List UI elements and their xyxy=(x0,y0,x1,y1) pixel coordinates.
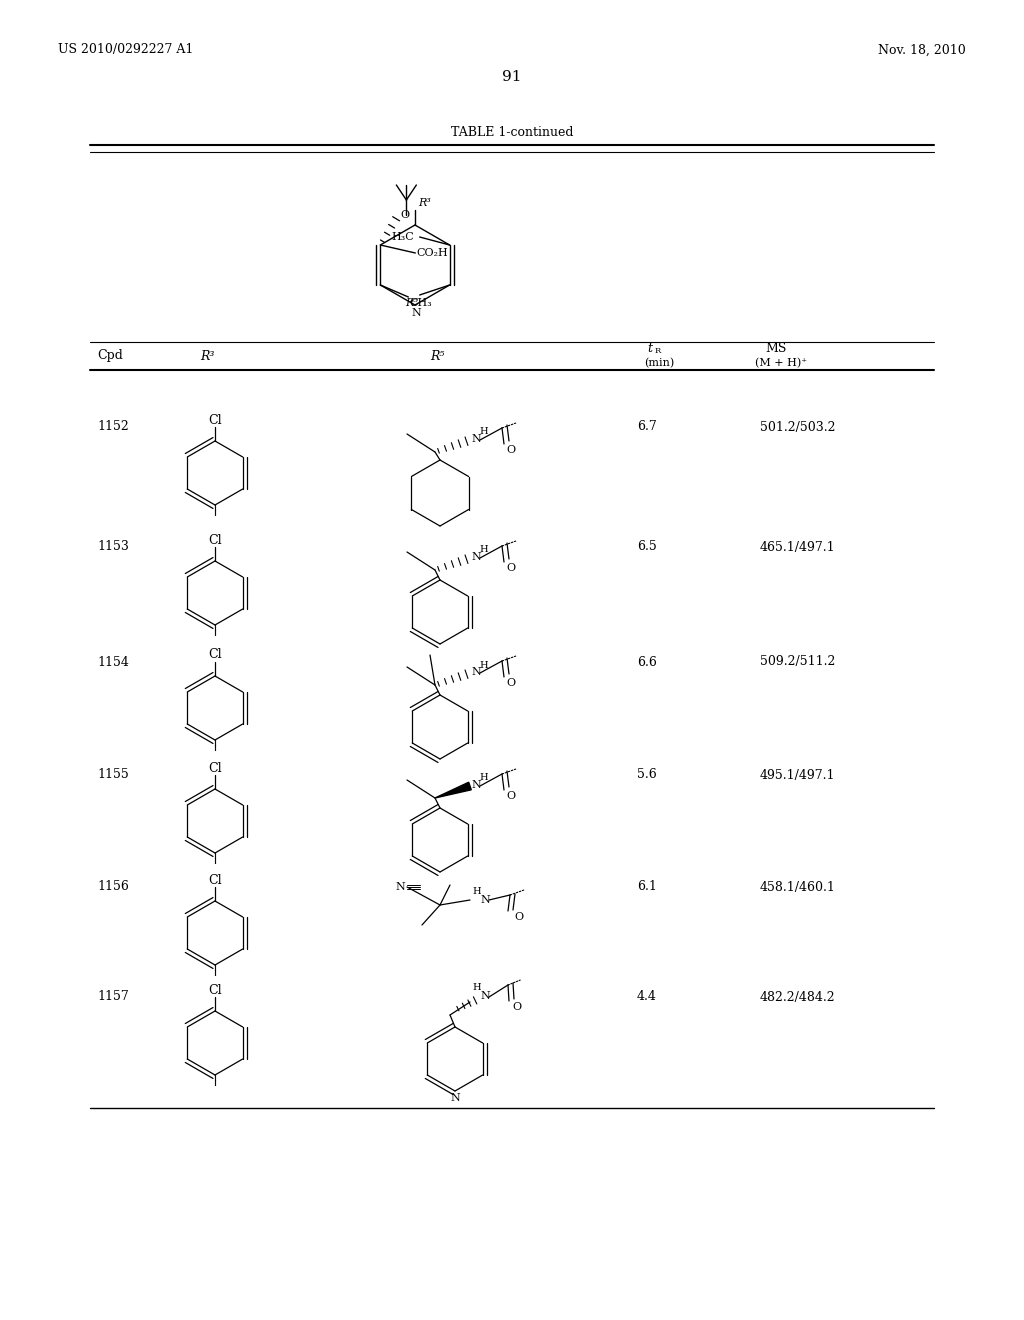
Text: R³: R³ xyxy=(200,350,214,363)
Text: 465.1/497.1: 465.1/497.1 xyxy=(760,540,836,553)
Text: 6.7: 6.7 xyxy=(637,421,656,433)
Text: 458.1/460.1: 458.1/460.1 xyxy=(760,880,836,894)
Text: Cpd: Cpd xyxy=(97,350,123,363)
Text: N: N xyxy=(471,667,480,677)
Text: O: O xyxy=(506,678,515,688)
Text: US 2010/0292227 A1: US 2010/0292227 A1 xyxy=(58,44,194,57)
Text: Cl: Cl xyxy=(208,533,221,546)
Text: N: N xyxy=(395,882,404,892)
Text: 1156: 1156 xyxy=(97,880,129,894)
Text: R: R xyxy=(655,347,662,355)
Text: H: H xyxy=(479,774,487,783)
Text: O: O xyxy=(514,912,523,921)
Text: Nov. 18, 2010: Nov. 18, 2010 xyxy=(879,44,966,57)
Text: TABLE 1-continued: TABLE 1-continued xyxy=(451,127,573,140)
Text: 6.1: 6.1 xyxy=(637,880,657,894)
Text: H: H xyxy=(472,887,480,896)
Text: 1157: 1157 xyxy=(97,990,129,1003)
Text: R⁵: R⁵ xyxy=(406,298,419,308)
Text: 509.2/511.2: 509.2/511.2 xyxy=(760,656,836,668)
Text: N: N xyxy=(471,552,480,562)
Text: N: N xyxy=(471,780,480,789)
Text: 495.1/497.1: 495.1/497.1 xyxy=(760,768,836,781)
Text: (M + H)⁺: (M + H)⁺ xyxy=(755,358,807,368)
Text: 1154: 1154 xyxy=(97,656,129,668)
Text: Cl: Cl xyxy=(208,413,221,426)
Text: H: H xyxy=(479,428,487,437)
Text: O: O xyxy=(512,1002,521,1012)
Text: N: N xyxy=(471,434,480,444)
Text: N: N xyxy=(480,895,489,906)
Text: N: N xyxy=(450,1093,460,1104)
Text: 6.6: 6.6 xyxy=(637,656,657,668)
Text: R⁵: R⁵ xyxy=(430,350,444,363)
Text: t: t xyxy=(647,342,652,355)
Text: H: H xyxy=(479,545,487,554)
Text: Cl: Cl xyxy=(208,762,221,775)
Text: R³: R³ xyxy=(418,198,431,209)
Text: 482.2/484.2: 482.2/484.2 xyxy=(760,990,836,1003)
Text: 1152: 1152 xyxy=(97,421,129,433)
Text: 91: 91 xyxy=(502,70,522,84)
Text: O: O xyxy=(400,210,410,220)
Text: 6.5: 6.5 xyxy=(637,540,656,553)
Text: 5.6: 5.6 xyxy=(637,768,656,781)
Text: MS: MS xyxy=(765,342,786,355)
Text: CH₃: CH₃ xyxy=(410,298,432,308)
Text: O: O xyxy=(506,791,515,801)
Text: O: O xyxy=(506,445,515,455)
Polygon shape xyxy=(435,783,471,799)
Text: N: N xyxy=(411,308,421,318)
Text: 1155: 1155 xyxy=(97,768,129,781)
Text: O: O xyxy=(506,564,515,573)
Text: H: H xyxy=(472,982,480,991)
Text: Cl: Cl xyxy=(208,648,221,661)
Text: Cl: Cl xyxy=(208,983,221,997)
Text: 1153: 1153 xyxy=(97,540,129,553)
Text: (min): (min) xyxy=(644,358,674,368)
Text: 501.2/503.2: 501.2/503.2 xyxy=(760,421,836,433)
Text: CO₂H: CO₂H xyxy=(417,248,449,257)
Text: H₃C: H₃C xyxy=(391,232,415,242)
Text: H: H xyxy=(479,660,487,669)
Text: 4.4: 4.4 xyxy=(637,990,657,1003)
Text: N: N xyxy=(480,991,489,1001)
Text: Cl: Cl xyxy=(208,874,221,887)
